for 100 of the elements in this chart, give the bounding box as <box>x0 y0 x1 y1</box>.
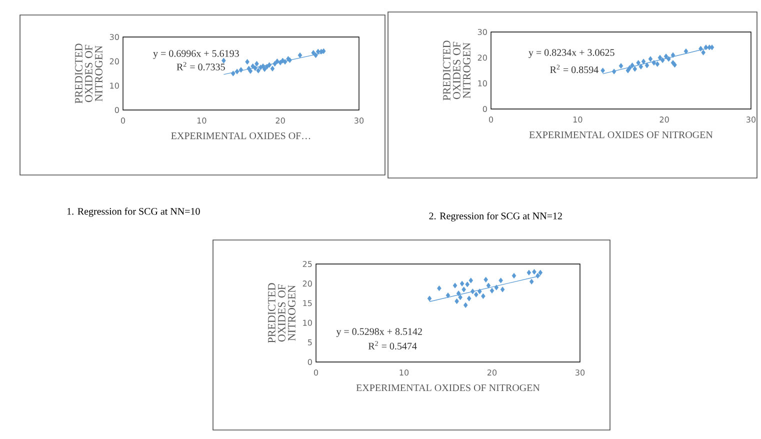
x-axis-title: EXPERIMENTAL OXIDES OF NITROGEN <box>356 384 540 392</box>
point <box>658 54 662 60</box>
point <box>267 62 272 68</box>
x-tick-label: 0 <box>488 116 494 123</box>
point <box>664 54 668 60</box>
point <box>670 52 676 58</box>
point <box>652 60 656 66</box>
y-tick-label: 30 <box>478 28 487 36</box>
point <box>234 68 240 74</box>
point <box>490 288 494 294</box>
point <box>500 286 505 292</box>
point <box>532 269 536 275</box>
point <box>222 58 226 64</box>
annotation: R$^{2}$ = 0.7335 <box>176 62 225 70</box>
y-tick-label: 10 <box>303 320 312 326</box>
point <box>465 282 470 288</box>
point <box>481 293 486 299</box>
point <box>245 59 250 65</box>
point <box>462 286 466 292</box>
point <box>466 296 472 302</box>
y-tick-label: 10 <box>478 80 487 86</box>
annotation: R$^{2}$ = 0.8594 <box>550 64 598 74</box>
point <box>628 65 632 71</box>
x-tick-label: 30 <box>576 370 585 376</box>
point <box>446 292 450 298</box>
point <box>638 64 644 70</box>
annotation: y = 0.8234x + 3.0625 <box>528 49 614 58</box>
annotation: R$^{2}$ = 0.5474 <box>368 341 417 350</box>
y-tick-label: 0 <box>114 106 119 114</box>
point <box>529 278 534 284</box>
y-tick-label: 15 <box>303 300 312 306</box>
y-tick-label: 0 <box>308 358 312 366</box>
x-tick-label: 20 <box>660 116 669 123</box>
point <box>452 282 458 288</box>
point <box>486 282 491 288</box>
point <box>484 276 488 282</box>
y-tick-label: 10 <box>110 82 119 89</box>
y-tick-label: 30 <box>110 34 119 40</box>
point <box>463 302 468 308</box>
point <box>256 68 260 74</box>
x-tick-label: 20 <box>276 118 285 124</box>
point <box>618 63 624 69</box>
point <box>666 56 671 62</box>
point <box>526 270 532 276</box>
point <box>470 288 475 294</box>
point <box>512 272 516 279</box>
x-axis-title: EXPERIMENTAL OXIDES OF… <box>171 132 310 140</box>
point <box>253 65 258 71</box>
point <box>474 292 478 298</box>
annotation: y = 0.5298x + 8.5142 <box>336 328 422 337</box>
y-axis-title: PREDICTED OXIDES OF NITROGEN <box>443 40 470 100</box>
point <box>630 62 634 68</box>
annotation: y = 0.6996x + 5.6193 <box>153 50 239 59</box>
point <box>641 58 646 64</box>
y-tick-label: 20 <box>302 280 312 287</box>
point <box>698 46 703 52</box>
text: 1. Regression for SCG at NN=10 <box>67 208 200 217</box>
point <box>275 58 280 64</box>
point <box>460 280 464 286</box>
point <box>648 56 653 62</box>
x-tick-label: 30 <box>746 116 756 123</box>
point <box>684 48 688 54</box>
x-tick-label: 10 <box>400 370 409 376</box>
point <box>494 284 499 290</box>
y-tick-label: 5 <box>308 339 312 346</box>
point <box>704 44 708 50</box>
x-tick-label: 10 <box>197 118 206 124</box>
point <box>478 288 482 294</box>
point <box>316 48 320 54</box>
point <box>427 296 432 302</box>
point <box>262 66 267 72</box>
x-tick-label: 0 <box>120 118 126 124</box>
x-axis-title: EXPERIMENTAL OXIDES OF NITROGEN <box>529 131 713 138</box>
point <box>701 50 706 56</box>
point <box>311 50 316 56</box>
point <box>538 270 543 276</box>
y-tick-label: 0 <box>482 106 487 112</box>
point <box>282 59 288 65</box>
point <box>632 66 638 72</box>
y-tick-label: 20 <box>478 54 487 61</box>
point <box>660 57 665 64</box>
point <box>600 68 605 74</box>
text: 2. Regression for SCG at NN=12 <box>429 212 562 222</box>
x-tick-label: 10 <box>573 116 582 123</box>
point <box>655 61 660 67</box>
x-tick-label: 20 <box>487 370 497 376</box>
point <box>270 66 275 72</box>
point <box>498 278 503 284</box>
point <box>644 62 650 68</box>
y-axis-title: PREDICTED OXIDES OF NITROGEN <box>268 283 296 343</box>
y-tick-label: 20 <box>110 58 119 64</box>
x-tick-label: 30 <box>354 118 364 124</box>
point <box>468 278 474 284</box>
point <box>458 294 462 300</box>
x-tick-label: 0 <box>314 370 318 376</box>
point <box>238 67 244 73</box>
y-axis-title: PREDICTED OXIDES OF NITROGEN <box>75 44 102 104</box>
point <box>298 52 302 58</box>
point <box>456 290 461 296</box>
point <box>230 70 236 76</box>
